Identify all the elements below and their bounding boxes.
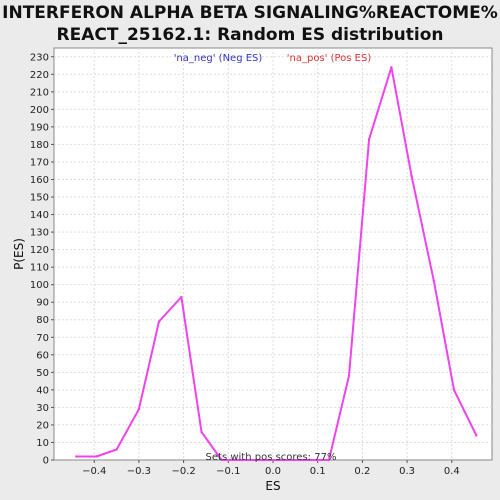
- y-tick-label: 20: [36, 420, 49, 431]
- y-tick-label: 30: [36, 403, 49, 414]
- data-point: [327, 458, 331, 462]
- y-tick-label: 230: [30, 52, 49, 63]
- x-tick-label: 0.1: [310, 466, 326, 477]
- y-tick-label: 0: [43, 456, 49, 467]
- data-point: [410, 174, 413, 178]
- y-tick-label: 150: [30, 193, 49, 204]
- data-point: [305, 458, 308, 462]
- y-tick-label: 80: [36, 315, 49, 326]
- x-tick-label: 0.3: [399, 466, 415, 477]
- y-tick-label: 180: [30, 140, 49, 151]
- data-point: [75, 455, 78, 458]
- x-tick-label: −0.1: [216, 466, 240, 477]
- data-point: [95, 455, 98, 458]
- data-point: [262, 458, 266, 462]
- data-point: [452, 388, 456, 392]
- es-distribution-line: [76, 66, 478, 461]
- x-tick-label: −0.2: [171, 466, 195, 477]
- x-tick-label: −0.4: [82, 466, 106, 477]
- chart-title-line-1: INTERFERON ALPHA BETA SIGNALING%REACTOME…: [2, 3, 498, 23]
- y-tick-label: 170: [30, 157, 49, 168]
- y-tick-label: 50: [36, 368, 49, 379]
- data-point: [347, 374, 351, 378]
- y-tick-label: 100: [30, 280, 49, 291]
- y-tick-label: 190: [30, 122, 49, 133]
- y-tick-label: 70: [36, 333, 49, 344]
- data-point: [390, 66, 393, 69]
- y-tick-label: 90: [36, 298, 49, 309]
- data-point: [137, 407, 141, 411]
- y-axis-ticks: 0 10 20 30 40 50 60 70 80 90 100 110 120 130 140 150 160…: [30, 52, 54, 467]
- chart-title-line-2: REACT_25162.1: Random ES distribution: [57, 25, 444, 45]
- x-tick-label: 0.0: [265, 466, 281, 477]
- y-tick-label: 120: [30, 245, 49, 256]
- x-tick-label: −0.3: [127, 466, 151, 477]
- data-point: [240, 458, 243, 462]
- data-point: [220, 458, 223, 462]
- legend-entry-neg: 'na_neg' (Neg ES): [174, 53, 263, 64]
- x-tick-label: 0.2: [354, 466, 370, 477]
- data-point: [115, 448, 118, 451]
- legend-entry-pos: 'na_pos' (Pos ES): [287, 53, 372, 64]
- data-point: [200, 430, 203, 434]
- y-tick-label: 110: [30, 263, 49, 274]
- x-tick-label: 0.4: [444, 466, 460, 477]
- y-tick-label: 60: [36, 350, 49, 361]
- data-point: [282, 458, 286, 462]
- y-tick-label: 210: [30, 87, 49, 98]
- data-point: [180, 295, 183, 299]
- data-point: [475, 434, 478, 437]
- y-tick-label: 40: [36, 385, 49, 396]
- y-axis-label: P(ES): [12, 238, 26, 270]
- y-tick-label: 140: [30, 210, 49, 221]
- y-tick-label: 200: [30, 105, 49, 116]
- y-tick-label: 130: [30, 228, 49, 239]
- y-tick-label: 220: [30, 70, 49, 81]
- data-point: [367, 137, 371, 141]
- y-tick-label: 10: [36, 438, 49, 449]
- series-layer: [75, 66, 478, 462]
- x-axis-label: ES: [265, 479, 280, 493]
- pos-score-annotation: Sets with pos scores: 77%: [206, 452, 337, 463]
- data-point: [432, 279, 436, 283]
- x-axis-ticks: −0.4 −0.3 −0.2 −0.1 0.0 0.1 0.2 0.3 0.4: [82, 460, 460, 477]
- y-tick-label: 160: [30, 175, 49, 186]
- data-point: [157, 320, 161, 323]
